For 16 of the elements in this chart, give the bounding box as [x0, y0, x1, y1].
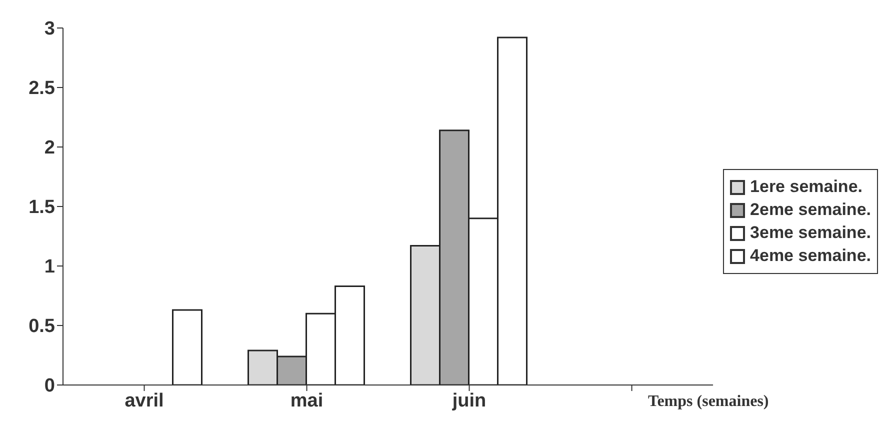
text: 4eme semaine.	[750, 246, 871, 266]
text: 3eme semaine.	[750, 223, 871, 243]
legend-label: 1ere semaine.	[750, 177, 862, 197]
y-tick-label: 2	[44, 138, 55, 159]
x-tick-label: juin	[451, 390, 486, 412]
y-tick-label: 1.5	[28, 197, 56, 218]
legend-label: 2eme semaine.	[750, 200, 871, 220]
y-tick-label: 1	[44, 256, 56, 278]
x-tick-label: avril	[124, 390, 164, 412]
y-tick-label: 0.5	[28, 316, 56, 338]
y-tick-label: 3	[44, 18, 55, 40]
y-tick-label: 0	[44, 376, 55, 397]
x-tick-label: mai	[290, 390, 324, 412]
x-axis-title: Temps (semaines)	[648, 393, 769, 411]
bar	[172, 309, 202, 385]
y-tick-label: 2.5	[28, 78, 56, 100]
